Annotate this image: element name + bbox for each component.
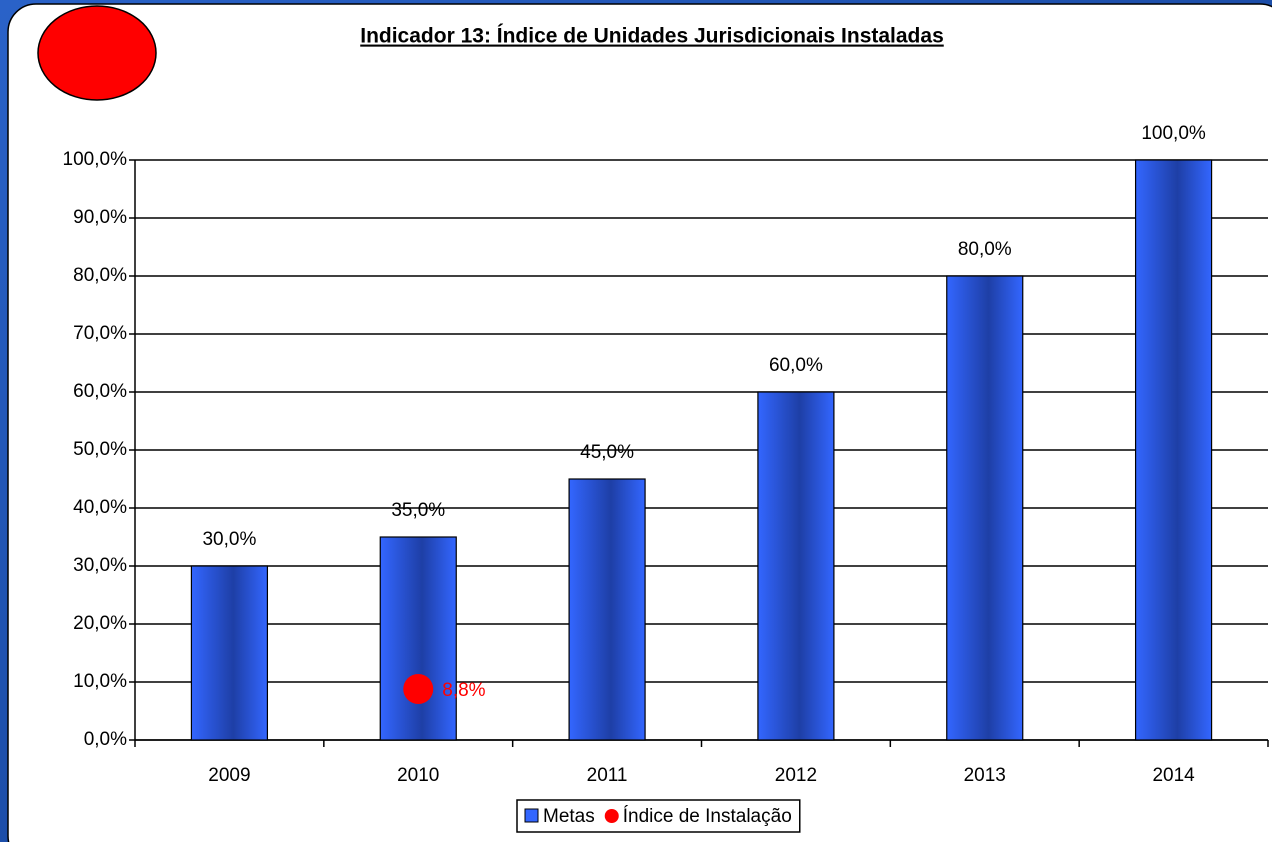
bar [568,478,646,741]
data-label: 80,0% [958,239,1012,260]
y-tick-label: 90,0% [73,207,127,228]
data-label: 60,0% [769,355,823,376]
y-tick-label: 40,0% [73,497,127,518]
data-label: 45,0% [580,442,634,463]
bar [757,391,835,741]
y-tick-label: 60,0% [73,381,127,402]
legend-box [516,799,801,833]
bar [379,536,457,741]
y-tick-label: 20,0% [73,613,127,634]
data-label: 30,0% [202,529,256,550]
bar [190,565,269,741]
data-label: 100,0% [1141,123,1206,144]
x-tick-label: 2012 [775,765,817,786]
x-tick-label: 2011 [587,765,628,786]
data-label: 35,0% [391,500,445,521]
y-tick-label: 0,0% [84,729,127,750]
marker [403,673,434,704]
data-label: 8,8% [442,680,485,701]
legend-label: Índice de Instalação [623,806,792,827]
bar [1134,159,1213,741]
legend-swatch [524,808,539,823]
x-tick-label: 2010 [397,765,439,786]
status-indicator [37,5,157,101]
chart-title: Indicador 13: Índice de Unidades Jurisdi… [360,25,944,48]
y-tick-label: 50,0% [73,439,127,460]
y-tick-label: 70,0% [73,323,127,344]
x-tick-label: 2009 [208,765,250,786]
legend-label: Metas [543,806,595,827]
bar [946,275,1024,741]
legend-swatch [604,809,619,823]
y-tick-label: 30,0% [73,555,127,576]
y-tick-label: 80,0% [73,265,127,286]
y-tick-label: 100,0% [63,149,128,170]
x-tick-label: 2013 [964,765,1006,786]
y-tick-label: 10,0% [73,671,127,692]
x-tick-label: 2014 [1152,765,1195,786]
